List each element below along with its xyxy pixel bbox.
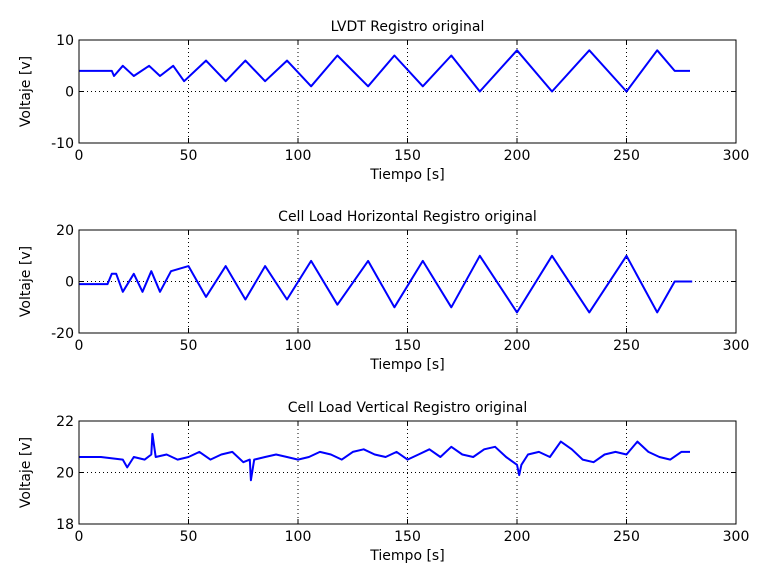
x-tick-label: 250 — [613, 148, 640, 164]
x-tick-label: 100 — [285, 529, 312, 545]
x-axis-label: Tiempo [s] — [369, 167, 444, 183]
subplot-title: Cell Load Vertical Registro original — [288, 400, 528, 416]
subplot-3: 0 50 100 150 200 250 300 22 20 18 Cell Load Vertic… — [18, 400, 749, 564]
y-tick-label: -20 — [51, 326, 74, 342]
y-tick-label: 20 — [56, 466, 74, 482]
series-line-1 — [79, 432, 690, 482]
x-tick-label: 300 — [723, 148, 750, 164]
subplot-title: LVDT Registro original — [331, 19, 485, 35]
x-tick-label: 0 — [75, 529, 84, 545]
x-tick-label: 150 — [394, 148, 421, 164]
x-tick-label: 0 — [75, 148, 84, 164]
x-tick-label: 150 — [394, 529, 421, 545]
axes-frame — [78, 39, 737, 144]
x-tick-label: 100 — [285, 338, 312, 354]
subplot-title: Cell Load Horizontal Registro original — [278, 209, 537, 225]
series-line-1 — [79, 49, 690, 93]
x-tick-label: 0 — [75, 338, 84, 354]
x-tick-label: 50 — [180, 148, 198, 164]
x-tick-label: 150 — [394, 338, 421, 354]
y-axis-label: Voltaje [v] — [18, 246, 34, 317]
y-tick-label: 20 — [56, 223, 74, 239]
x-tick-label: 300 — [723, 529, 750, 545]
y-tick-label: 0 — [65, 275, 74, 291]
y-tick-label: 22 — [56, 414, 74, 430]
x-tick-label: 200 — [504, 148, 531, 164]
x-tick-label: 100 — [285, 148, 312, 164]
series-line-1 — [79, 254, 693, 314]
y-tick-label: 10 — [56, 33, 74, 49]
y-tick-label: 18 — [56, 517, 74, 533]
y-tick-label: -10 — [51, 136, 74, 152]
x-tick-label: 250 — [613, 529, 640, 545]
x-tick-label: 300 — [723, 338, 750, 354]
x-axis-label: Tiempo [s] — [369, 357, 444, 373]
x-tick-label: 50 — [180, 338, 198, 354]
y-tick-label: 0 — [65, 85, 74, 101]
axes-frame — [78, 229, 737, 334]
y-axis-label: Voltaje [v] — [18, 437, 34, 508]
x-tick-label: 200 — [504, 529, 531, 545]
axes-frame — [78, 420, 737, 525]
x-tick-label: 250 — [613, 338, 640, 354]
y-axis-label: Voltaje [v] — [18, 56, 34, 127]
x-tick-label: 50 — [180, 529, 198, 545]
x-axis-label: Tiempo [s] — [369, 548, 444, 564]
x-tick-label: 200 — [504, 338, 531, 354]
